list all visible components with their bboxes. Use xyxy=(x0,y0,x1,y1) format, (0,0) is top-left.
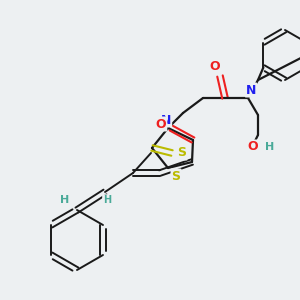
Text: O: O xyxy=(210,59,220,73)
Text: O: O xyxy=(156,118,166,130)
Text: O: O xyxy=(248,140,258,154)
Text: S: S xyxy=(178,146,187,160)
Text: N: N xyxy=(161,113,171,127)
Text: S: S xyxy=(172,169,181,182)
Text: N: N xyxy=(246,83,256,97)
Text: H: H xyxy=(266,142,274,152)
Text: H: H xyxy=(103,195,111,205)
Text: H: H xyxy=(60,195,70,205)
